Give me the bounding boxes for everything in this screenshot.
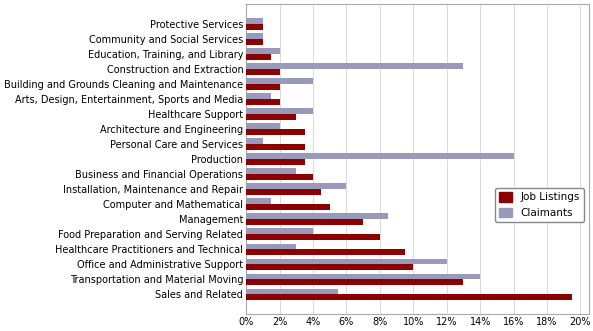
Bar [246,279,464,285]
Bar [246,39,263,45]
Bar [246,294,572,300]
Bar [246,114,296,120]
Bar [246,204,330,210]
Bar [246,84,279,90]
Bar [246,123,279,129]
Bar [246,189,321,195]
Bar [246,108,313,114]
Bar [246,138,263,144]
Bar [246,18,263,24]
Bar [246,144,305,150]
Legend: Job Listings, Claimants: Job Listings, Claimants [495,188,584,222]
Bar [246,54,271,60]
Bar [246,24,263,30]
Bar [246,174,313,180]
Bar [246,259,447,264]
Bar [246,244,296,249]
Bar [246,63,464,69]
Bar [246,249,405,255]
Bar [246,228,313,234]
Bar [246,48,279,54]
Bar [246,93,271,99]
Bar [246,289,338,294]
Bar [246,33,263,39]
Bar [246,78,313,84]
Bar [246,234,380,240]
Bar [246,129,305,135]
Bar [246,153,514,159]
Bar [246,199,271,204]
Bar [246,264,413,270]
Bar [246,99,279,105]
Bar [246,273,480,279]
Bar [246,219,363,225]
Bar [246,213,388,219]
Bar [246,69,279,75]
Bar [246,159,305,165]
Bar [246,183,346,189]
Bar [246,168,296,174]
